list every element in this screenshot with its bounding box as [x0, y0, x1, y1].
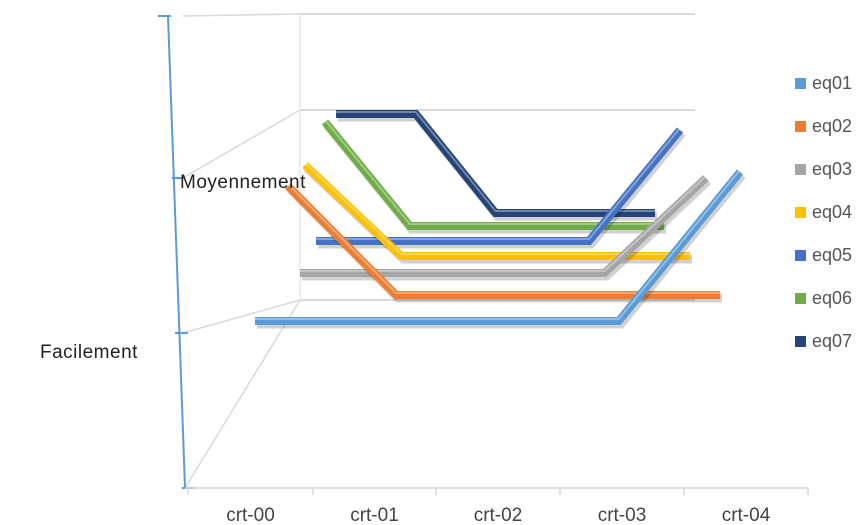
- series-ribbons: [255, 110, 746, 329]
- series-line-eq05: [316, 127, 684, 245]
- chart-walls: [182, 13, 695, 489]
- legend-swatch-eq03: [795, 164, 806, 175]
- x-tick-label: crt-04: [722, 505, 771, 525]
- series-highlight-eq05: [316, 127, 681, 240]
- gridline-side: [182, 13, 301, 17]
- legend-label-eq01: eq01: [812, 73, 852, 93]
- x-tick-label: crt-00: [226, 505, 275, 525]
- series-line-eq02: [285, 183, 720, 299]
- series-highlight-eq07: [336, 111, 655, 212]
- series-highlight-eq01: [255, 169, 741, 320]
- legend-label-eq07: eq07: [812, 331, 852, 351]
- legend-swatch-eq01: [795, 78, 806, 89]
- gridline-side: [182, 109, 301, 179]
- legend-label-eq02: eq02: [812, 116, 852, 136]
- legend: eq01 eq02 eq03 eq04 eq05 eq06 eq07: [795, 73, 852, 351]
- legend-swatch-eq05: [795, 250, 806, 261]
- x-tick-label: crt-01: [350, 505, 399, 525]
- series-line-eq06: [321, 119, 664, 230]
- y-axis: [167, 15, 186, 489]
- y-tick-label: Moyennement: [180, 172, 306, 193]
- series-line-eq03: [300, 175, 709, 277]
- axes: Facilement Moyennement crt-00 crt-01 crt-02 c…: [40, 15, 809, 525]
- legend-swatch-eq04: [795, 207, 806, 218]
- legend-label-eq03: eq03: [812, 159, 852, 179]
- series-line-eq01: [255, 169, 744, 325]
- series-highlight-eq02: [287, 183, 720, 294]
- x-tick-label: crt-03: [598, 505, 647, 525]
- legend-label-eq04: eq04: [812, 202, 852, 222]
- gridline-side: [182, 299, 301, 334]
- y-tick-label: Facilement: [40, 342, 138, 363]
- legend-label-eq06: eq06: [812, 288, 852, 308]
- legend-swatch-eq07: [795, 336, 806, 347]
- legend-swatch-eq06: [795, 293, 806, 304]
- legend-label-eq05: eq05: [812, 245, 852, 265]
- x-tick-label: crt-02: [474, 505, 523, 525]
- series-line-eq07: [336, 110, 655, 217]
- legend-swatch-eq02: [795, 121, 806, 132]
- floor-edge: [184, 299, 301, 489]
